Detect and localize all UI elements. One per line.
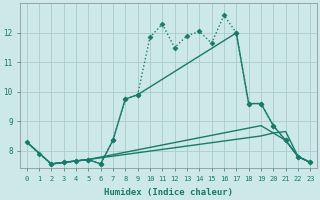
X-axis label: Humidex (Indice chaleur): Humidex (Indice chaleur) [104, 188, 233, 197]
